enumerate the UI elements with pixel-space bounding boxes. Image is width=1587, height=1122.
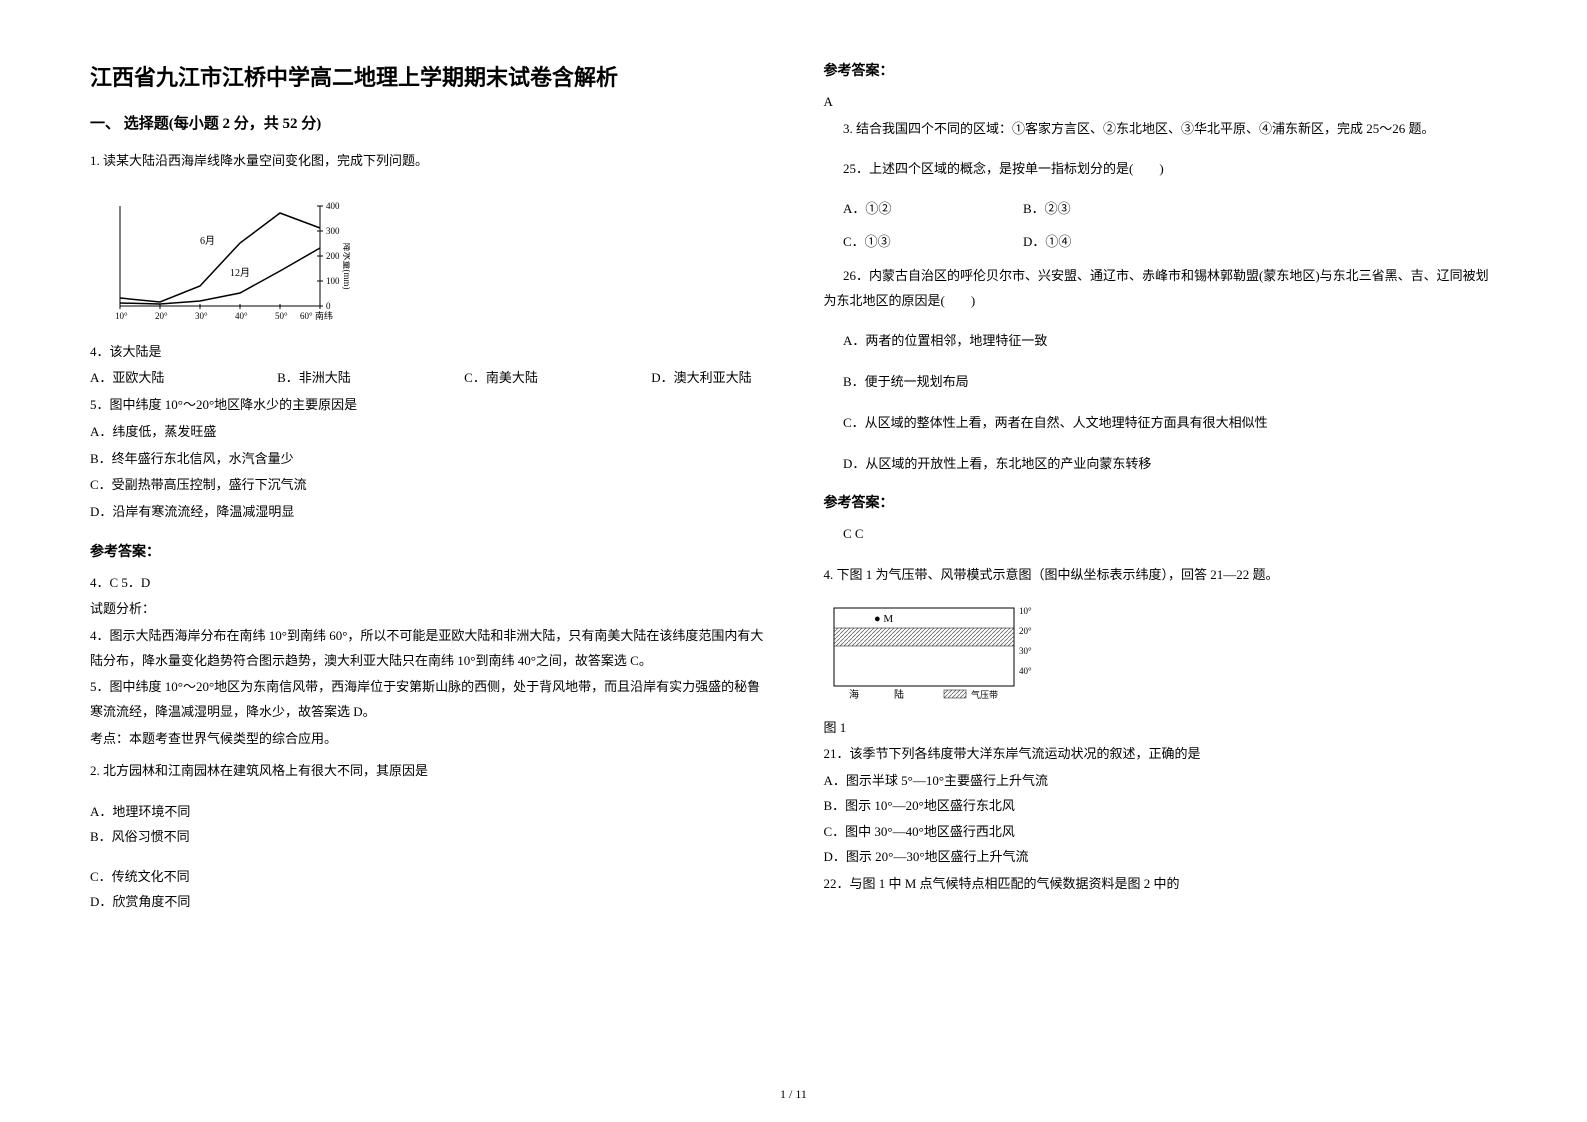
q21-opt-d: D．图示 20°—30°地区盛行上升气流 [824,845,1161,870]
answer-header-3: 参考答案： [824,492,1498,512]
q5-text: 5．图中纬度 10°～20°地区降水少的主要原因是 [90,393,764,418]
spacer [90,786,764,800]
svg-text:0: 0 [326,301,331,311]
q26-opt-b: B．便于统一规划布局 [824,370,1498,395]
q5-opt-a: A．纬度低，蒸发旺盛 [90,420,764,445]
q25-row2: C．①③ D．①④ [824,231,1498,250]
spacer [824,184,1498,198]
spacer [824,356,1498,370]
q26-text: 26．内蒙古自治区的呼伦贝尔市、兴安盟、通辽市、赤峰市和锡林郭勒盟(蒙东地区)与… [824,264,1498,313]
svg-text:30°: 30° [1019,646,1032,656]
q25-opt-c: C．①③ [824,231,1004,250]
q21-opt-b: B．图示 10°—20°地区盛行东北风 [824,794,1161,819]
spacer [824,549,1498,563]
svg-text:40°: 40° [235,311,248,321]
spacer [824,315,1498,329]
svg-text:6月: 6月 [200,235,215,247]
q5-opt-c: C．受副热带高压控制，盛行下沉气流 [90,473,764,498]
q25-opt-b: B．②③ [1004,198,1071,217]
svg-text:12月: 12月 [230,267,250,279]
svg-text:20°: 20° [155,311,168,321]
q21-opt-c: C．图中 30°—40°地区盛行西北风 [824,820,1161,845]
q21-row2: C．图中 30°—40°地区盛行西北风 D．图示 20°—30°地区盛行上升气流 [824,820,1498,869]
q26-opt-c: C．从区域的整体性上看，两者在自然、人文地理特征方面具有很大相似性 [824,411,1498,436]
ans1-line2: 试题分析： [90,597,764,622]
ans1-para1: 4．图示大陆西海岸分布在南纬 10°到南纬 60°，所以不可能是亚欧大陆和非洲大… [90,624,764,673]
ans1-para2: 5．图中纬度 10°～20°地区为东南信风带，西海岸位于安第斯山脉的西侧，处于背… [90,675,764,724]
left-column: 江西省九江市江桥中学高二地理上学期期末试卷含解析 一、 选择题(每小题 2 分，… [90,60,764,1082]
q26-opt-d: D．从区域的开放性上看，东北地区的产业向蒙东转移 [824,452,1498,477]
q4-opt-d: D．澳大利亚大陆 [651,366,763,391]
q21-row1: A．图示半球 5°—10°主要盛行上升气流 B．图示 10°—20°地区盛行东北… [824,769,1498,818]
q21-text: 21．该季节下列各纬度带大洋东岸气流运动状况的叙述，正确的是 [824,742,1498,767]
q2-opt-c: C．传统文化不同 [90,865,427,890]
svg-text:10°: 10° [115,311,128,321]
q4-opt-a: A．亚欧大陆 [90,366,277,391]
page-footer: 1 / 11 [0,1087,1587,1102]
q2-opt-b: B．风俗习惯不同 [90,825,427,850]
precipitation-chart: 0 100 200 300 400 降水量(mm) 10° 20° 30° 40… [90,196,350,326]
spacer [824,143,1498,157]
svg-text:气压带: 气压带 [971,689,998,700]
q4-opt-c: C．南美大陆 [464,366,651,391]
q26-opt-a: A．两者的位置相邻，地理特征一致 [824,329,1498,354]
svg-text:10°: 10° [1019,606,1032,616]
svg-text:60° 南纬: 60° 南纬 [300,310,333,321]
chart-svg: 0 100 200 300 400 降水量(mm) 10° 20° 30° 40… [90,196,350,326]
q2-options-row1: A．地理环境不同 B．风俗习惯不同 [90,800,764,849]
answer-header-1: 参考答案： [90,541,764,561]
q22-text: 22．与图 1 中 M 点气候特点相匹配的气候数据资料是图 2 中的 [824,872,1498,897]
q21-opt-a: A．图示半球 5°—10°主要盛行上升气流 [824,769,1161,794]
svg-text:陆: 陆 [894,688,904,701]
right-column: 参考答案： A 3. 结合我国四个不同的区域：①客家方言区、②东北地区、③华北平… [824,60,1498,1082]
figure1-caption: 图 1 [824,716,1498,741]
page-container: 江西省九江市江桥中学高二地理上学期期末试卷含解析 一、 选择题(每小题 2 分，… [90,60,1497,1082]
svg-text:300: 300 [326,226,340,236]
ans2: A [824,90,1498,115]
q5-opt-b: B．终年盛行东北信风，水汽含量少 [90,447,764,472]
svg-text:40°: 40° [1019,666,1032,676]
answer-header-2: 参考答案： [824,60,1498,80]
q5-opt-d: D．沿岸有寒流流经，降温减湿明显 [90,500,764,525]
figure-1: ● M 10° 20° 30° 40° 海 陆 气压带 [824,598,1044,708]
q25-opt-d: D．①④ [1004,231,1072,250]
section-1-header: 一、 选择题(每小题 2 分，共 52 分) [90,112,764,133]
ans3: C C [824,522,1498,547]
q4-opt-b: B．非洲大陆 [277,366,464,391]
q2-options-row2: C．传统文化不同 D．欣赏角度不同 [90,865,764,914]
q4-text: 4．该大陆是 [90,340,764,365]
q4-options: A．亚欧大陆 B．非洲大陆 C．南美大陆 D．澳大利亚大陆 [90,366,764,391]
ans1-line1: 4．C 5．D [90,571,764,596]
q4-intro-col2: 4. 下图 1 为气压带、风带模式示意图（图中纵坐标表示纬度），回答 21—22… [824,563,1498,588]
svg-text:50°: 50° [275,311,288,321]
q25-row1: A．①② B．②③ [824,198,1498,217]
ans1-para3: 考点：本题考查世界气候类型的综合应用。 [90,727,764,752]
svg-text:20°: 20° [1019,626,1032,636]
figure1-svg: ● M 10° 20° 30° 40° 海 陆 气压带 [824,598,1044,708]
svg-text:100: 100 [326,276,340,286]
svg-text:海: 海 [849,688,859,701]
q25-opt-a: A．①② [824,198,1004,217]
spacer [90,851,764,865]
q2-text: 2. 北方园林和江南园林在建筑风格上有很大不同，其原因是 [90,759,764,784]
spacer [824,397,1498,411]
q25-text: 25．上述四个区域的概念，是按单一指标划分的是( ) [824,157,1498,182]
q2-opt-d: D．欣赏角度不同 [90,890,427,915]
q1-intro: 1. 读某大陆沿西海岸线降水量空间变化图，完成下列问题。 [90,151,764,172]
q2-opt-a: A．地理环境不同 [90,800,427,825]
svg-text:● M: ● M [874,613,893,625]
svg-text:200: 200 [326,251,340,261]
svg-text:降水量(mm): 降水量(mm) [342,242,350,289]
svg-text:400: 400 [326,201,340,211]
spacer [824,438,1498,452]
svg-text:30°: 30° [195,311,208,321]
q3-intro: 3. 结合我国四个不同的区域：①客家方言区、②东北地区、③华北平原、④浦东新区，… [824,117,1498,142]
main-title: 江西省九江市江桥中学高二地理上学期期末试卷含解析 [90,60,764,92]
